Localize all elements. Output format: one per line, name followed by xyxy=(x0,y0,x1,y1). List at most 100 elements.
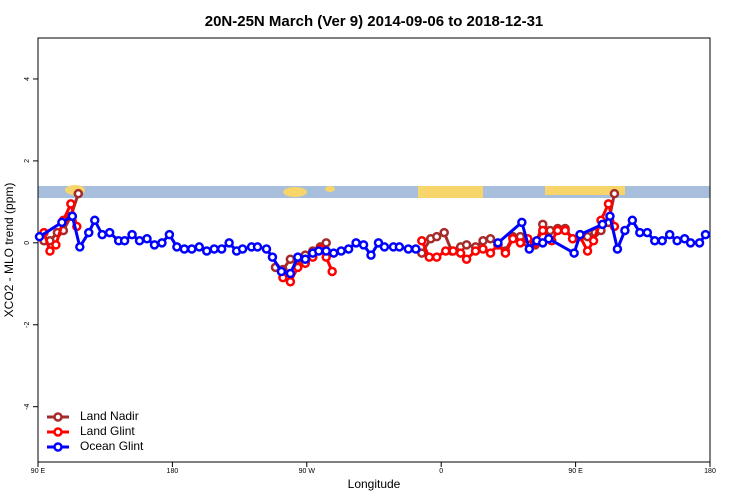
data-point xyxy=(448,246,458,256)
data-point xyxy=(478,244,488,254)
data-point xyxy=(134,236,145,246)
data-point xyxy=(237,244,248,254)
data-point xyxy=(517,217,527,228)
data-point xyxy=(605,211,615,221)
x-axis-label: Longitude xyxy=(348,477,401,491)
data-point xyxy=(104,227,115,238)
data-point xyxy=(597,219,608,230)
data-point xyxy=(149,240,160,250)
data-point xyxy=(75,242,85,252)
y-tick-label: 2 xyxy=(24,159,31,163)
data-point xyxy=(45,246,55,256)
data-point xyxy=(440,246,451,256)
data-point xyxy=(461,240,472,250)
data-point xyxy=(657,236,667,246)
y-tick-label: -2 xyxy=(24,322,31,328)
data-point xyxy=(485,248,496,258)
data-point xyxy=(431,252,442,262)
data-point xyxy=(620,225,630,236)
legend-marker xyxy=(53,412,63,422)
data-point xyxy=(164,229,175,240)
data-point xyxy=(179,244,190,254)
data-point xyxy=(252,242,263,252)
y-tick-label: 4 xyxy=(24,77,31,81)
chart-title: 20N-25N March (Ver 9) 2014-09-06 to 2018… xyxy=(205,13,544,30)
map-strip xyxy=(38,185,710,198)
data-point xyxy=(493,238,503,248)
data-point xyxy=(679,233,690,244)
data-point xyxy=(649,236,660,246)
data-point xyxy=(321,246,331,256)
data-point xyxy=(569,248,579,258)
data-point xyxy=(328,248,339,258)
data-point xyxy=(609,188,620,199)
data-point xyxy=(537,238,548,248)
data-point xyxy=(612,244,623,254)
data-point xyxy=(267,252,278,262)
y-axis-label: XCO2 - MLO trend (ppm) xyxy=(2,183,16,318)
data-point xyxy=(300,254,311,264)
data-point xyxy=(224,238,234,248)
data-point xyxy=(73,188,84,199)
legend-marker xyxy=(53,442,63,452)
data-point xyxy=(373,238,384,248)
data-point xyxy=(142,233,152,244)
data-point xyxy=(417,248,427,258)
legend-label: Land Glint xyxy=(80,424,135,438)
x-tick-label: 90 W xyxy=(299,468,316,475)
data-point xyxy=(478,236,488,246)
data-point xyxy=(351,238,361,248)
data-point xyxy=(461,254,472,264)
data-point xyxy=(51,240,61,250)
data-point xyxy=(285,254,296,264)
data-point xyxy=(321,238,331,248)
data-point xyxy=(327,266,337,277)
data-point xyxy=(379,242,390,252)
data-point xyxy=(485,233,496,244)
data-point xyxy=(261,244,272,254)
data-point xyxy=(508,233,518,244)
data-point xyxy=(582,246,593,256)
data-point xyxy=(567,233,578,244)
legend-marker xyxy=(53,427,63,437)
data-point xyxy=(313,246,324,256)
data-point xyxy=(500,248,511,258)
data-point xyxy=(336,246,346,256)
data-point xyxy=(635,227,645,238)
y-tick-label: 0 xyxy=(24,241,31,245)
data-point xyxy=(603,199,614,209)
data-point xyxy=(57,217,67,228)
x-tick-label: 0 xyxy=(439,468,443,475)
data-point xyxy=(172,242,182,252)
data-point xyxy=(627,215,638,226)
data-point xyxy=(642,227,653,238)
data-point xyxy=(672,236,682,246)
legend-label: Ocean Glint xyxy=(80,439,144,453)
data-point xyxy=(84,227,94,238)
data-point xyxy=(119,236,130,246)
legend-label: Land Nadir xyxy=(80,409,139,423)
data-point xyxy=(439,227,449,238)
data-point xyxy=(417,236,427,246)
data-point xyxy=(588,236,599,246)
y-tick-label: -4 xyxy=(24,403,31,409)
data-point xyxy=(209,244,219,254)
data-point xyxy=(293,252,303,262)
data-point xyxy=(127,229,137,240)
data-point xyxy=(560,225,570,236)
data-point xyxy=(664,229,675,240)
x-tick-label: 90 E xyxy=(568,468,583,475)
data-point xyxy=(545,225,555,236)
data-point xyxy=(575,229,585,240)
data-point xyxy=(552,225,563,236)
data-point xyxy=(455,248,466,258)
data-point xyxy=(515,238,526,248)
data-point xyxy=(343,244,354,254)
data-point xyxy=(394,242,405,252)
plot-frame xyxy=(37,37,711,463)
data-point xyxy=(89,215,100,226)
data-point xyxy=(700,229,711,240)
data-point xyxy=(431,231,442,242)
x-tick-label: 180 xyxy=(704,468,716,475)
